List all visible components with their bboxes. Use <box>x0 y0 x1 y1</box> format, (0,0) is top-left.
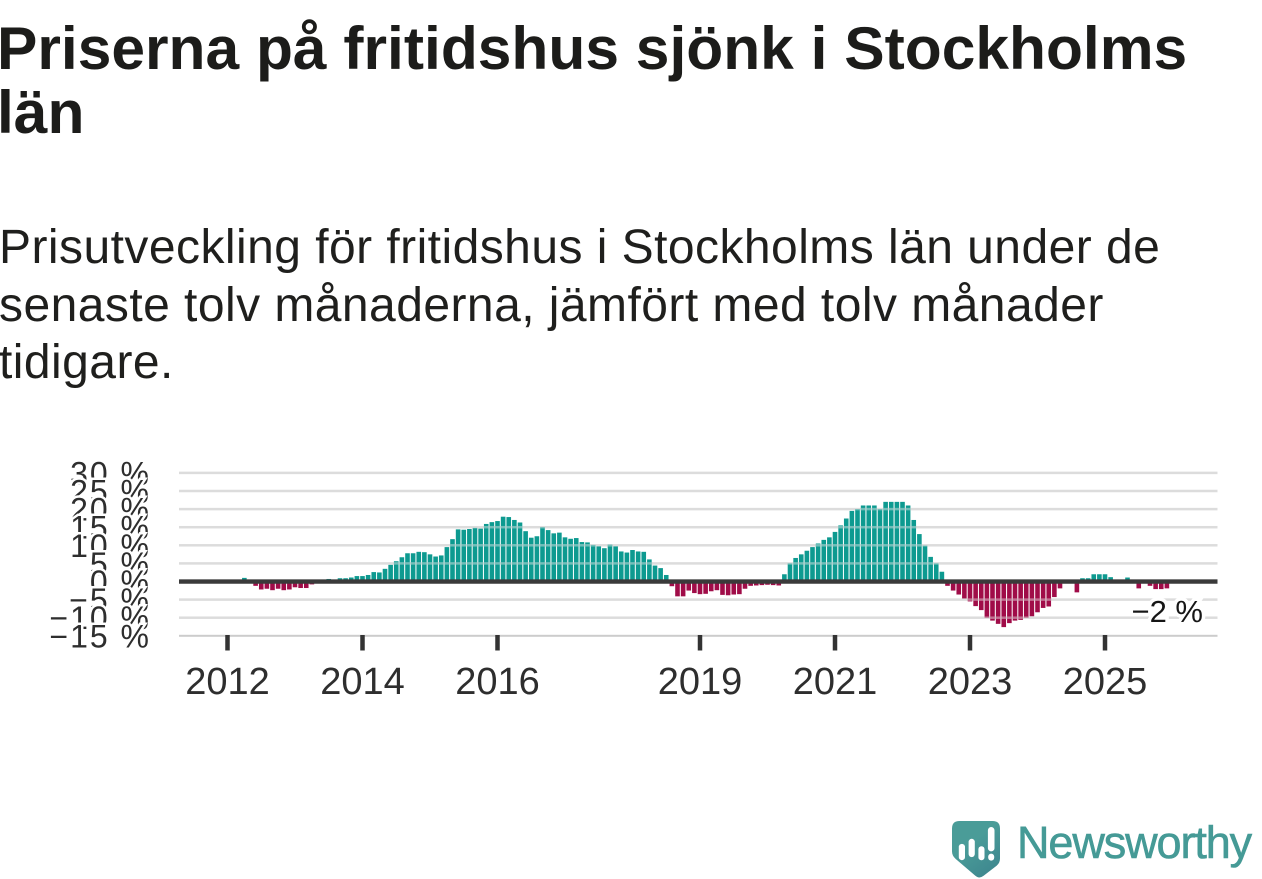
svg-text:20 %: 20 % <box>70 492 151 528</box>
svg-text:15 %: 15 % <box>70 510 151 546</box>
svg-text:−15 %: −15 % <box>49 618 151 654</box>
svg-text:2012: 2012 <box>185 661 270 703</box>
svg-text:−2 %: −2 % <box>1131 594 1203 629</box>
svg-text:0 %: 0 % <box>90 564 151 600</box>
svg-text:2014: 2014 <box>320 661 405 703</box>
svg-text:5 %: 5 % <box>90 546 151 582</box>
svg-text:−5 %: −5 % <box>69 582 151 618</box>
svg-text:30 %: 30 % <box>70 455 151 491</box>
svg-text:2019: 2019 <box>658 661 743 703</box>
svg-text:Newsworthy: Newsworthy <box>1017 817 1253 868</box>
svg-text:2023: 2023 <box>928 661 1013 703</box>
svg-text:2021: 2021 <box>793 661 878 703</box>
svg-text:25 %: 25 % <box>70 474 151 510</box>
svg-text:2016: 2016 <box>455 661 540 703</box>
svg-text:10 %: 10 % <box>70 528 151 564</box>
svg-text:−10 %: −10 % <box>49 600 151 636</box>
svg-text:2025: 2025 <box>1063 661 1148 703</box>
